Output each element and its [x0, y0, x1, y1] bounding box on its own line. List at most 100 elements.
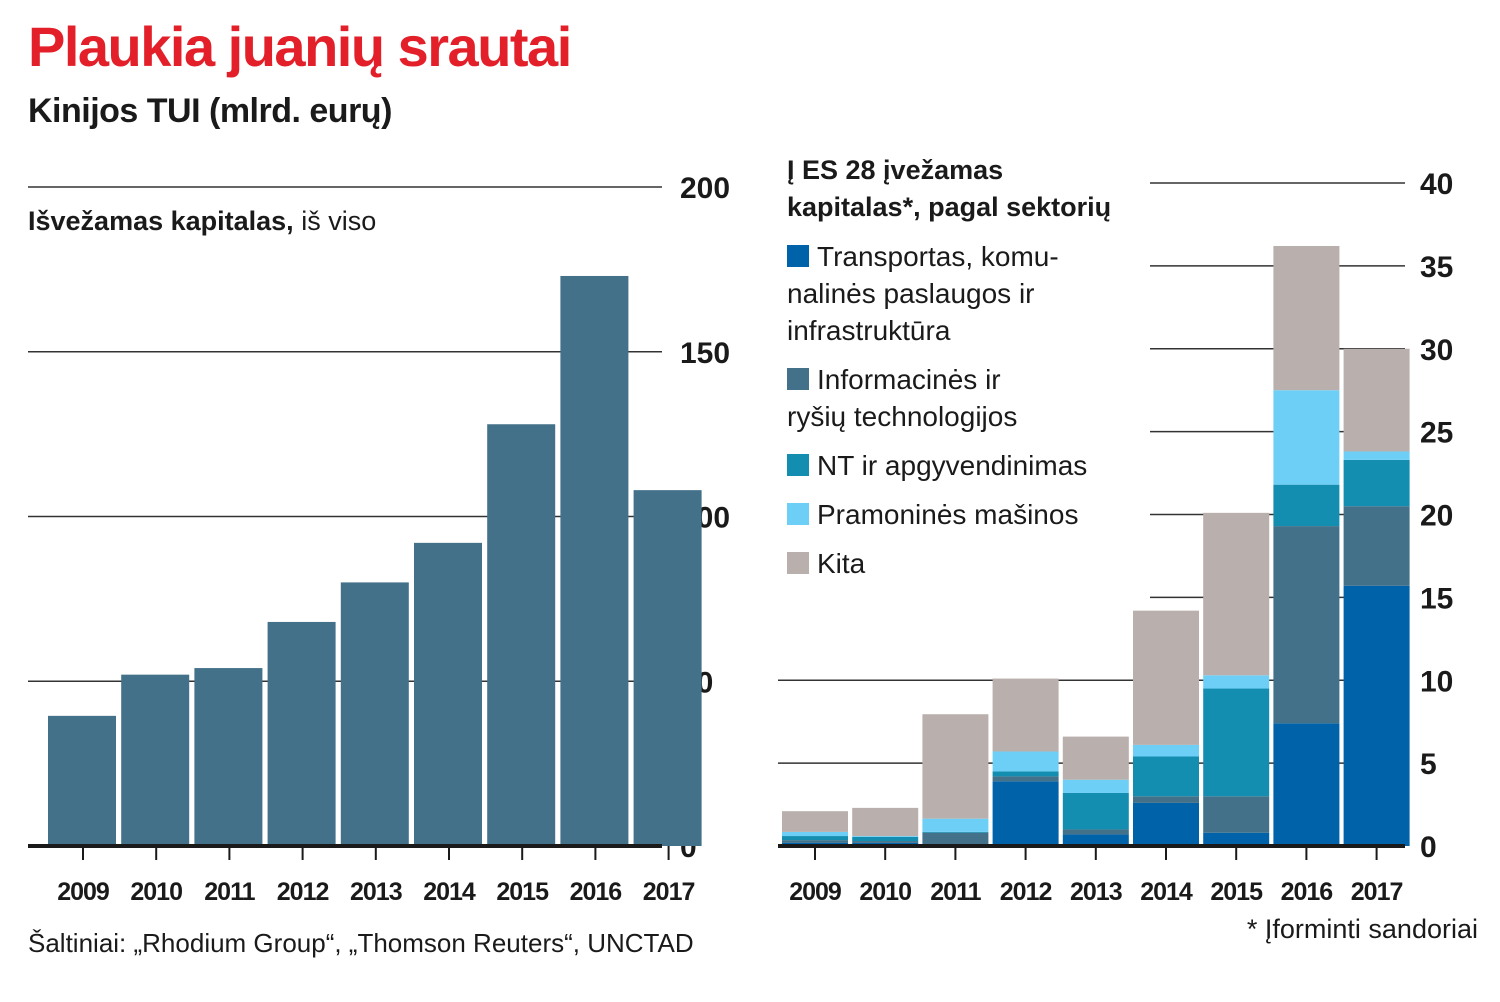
x-tick-label: 2010 [130, 878, 182, 906]
bar-segment [992, 776, 1059, 782]
y-tick-label: 10 [1420, 665, 1453, 698]
bar-segment [922, 831, 989, 833]
x-tick-label: 2009 [57, 878, 109, 906]
x-tick-label: 2016 [570, 878, 622, 906]
legend-label: Transportas, komu- [817, 241, 1059, 272]
bar-segment [782, 811, 848, 832]
x-tick-label: 2017 [1351, 878, 1403, 906]
y-tick-label: 0 [1420, 831, 1437, 864]
bar-segment [1062, 779, 1129, 793]
bar-segment [852, 836, 919, 842]
bar-segment [1133, 744, 1199, 757]
legend-item-line: Informacinės ir [787, 361, 1147, 398]
y-tick-label: 200 [680, 172, 730, 205]
right-chart-title-line: Į ES 28 įvežamas [787, 155, 1004, 185]
bar-segment [852, 841, 919, 843]
legend-label: Pramoninės mašinos [817, 499, 1079, 530]
footnote: * Įforminti sandoriai [1246, 914, 1478, 944]
left-chart-title-rest: iš viso [293, 206, 377, 236]
bar-segment [1273, 723, 1340, 846]
bar [194, 668, 263, 846]
right-chart-legend: Į ES 28 įvežamas kapitalas*, pagal sekto… [787, 152, 1147, 582]
legend-swatch [787, 503, 809, 525]
left-chart-title-bold: Išvežamas kapitalas, [28, 206, 294, 236]
x-tick-label: 2010 [859, 878, 911, 906]
source-note: Šaltiniai: „Rhodium Group“, „Thomson Reu… [28, 928, 694, 958]
bar-segment [1343, 451, 1410, 460]
x-tick-label: 2015 [496, 878, 549, 906]
legend-label: ryšių technologijos [787, 401, 1018, 432]
bar-segment [782, 840, 848, 843]
x-tick-label: 2016 [1281, 878, 1333, 906]
y-tick-label: 40 [1420, 168, 1453, 201]
bar-segment [922, 818, 989, 832]
x-tick-label: 2017 [643, 878, 695, 906]
bar [340, 582, 409, 846]
bar-segment [1203, 832, 1270, 846]
legend-item-line: Transportas, komu- [787, 238, 1147, 275]
y-tick-label: 30 [1420, 334, 1453, 367]
legend-label: NT ir apgyvendinimas [817, 450, 1088, 481]
x-tick-label: 2015 [1210, 878, 1263, 906]
bar [633, 490, 702, 846]
bar-segment [992, 771, 1059, 777]
x-tick-label: 2012 [277, 878, 329, 906]
y-tick-label: 15 [1420, 582, 1453, 615]
legend-item-line: Pramoninės mašinos [787, 496, 1147, 533]
y-tick-label: 150 [680, 337, 730, 370]
legend-item-line: ryšių technologijos [787, 398, 1147, 435]
bar-segment [1203, 796, 1270, 833]
legend-label: Informacinės ir [817, 364, 1001, 395]
bar-segment [1273, 390, 1340, 485]
legend-label: infrastruktūra [787, 315, 951, 346]
x-tick-label: 2009 [789, 878, 841, 906]
y-tick-label: 25 [1420, 417, 1453, 450]
legend-item-line: nalinės paslaugos ir [787, 275, 1147, 312]
chart-subtitle: Kinijos TUI (mlrd. eurų) [28, 92, 392, 130]
bar-segment [1062, 834, 1129, 846]
legend-item: NT ir apgyvendinimas [787, 447, 1147, 484]
legend-item-line: NT ir apgyvendinimas [787, 447, 1147, 484]
chart-title: Plaukia juanių srautai [28, 15, 572, 78]
bar-segment [1133, 756, 1199, 797]
x-tick-label: 2013 [1070, 878, 1122, 906]
bar-segment [1343, 459, 1410, 507]
bar-segment [1343, 585, 1410, 846]
bar-segment [1273, 526, 1340, 724]
right-chart-title: Į ES 28 įvežamas kapitalas*, pagal sekto… [787, 152, 1147, 226]
left-chart-title: Išvežamas kapitalas, iš viso [28, 206, 376, 237]
bar-segment [992, 781, 1059, 846]
bar [414, 542, 482, 846]
bar [487, 424, 556, 846]
legend-swatch [787, 454, 809, 476]
y-tick-label: 35 [1420, 251, 1453, 284]
bar-segment [1062, 829, 1129, 835]
bar [48, 715, 116, 846]
bar [121, 674, 190, 846]
x-tick-label: 2012 [1000, 878, 1052, 906]
x-tick-label: 2011 [930, 878, 981, 906]
bar-segment [1062, 792, 1129, 830]
bar-segment [1062, 736, 1129, 780]
y-tick-label: 5 [1420, 748, 1437, 781]
bar-segment [1203, 688, 1270, 797]
legend-swatch [787, 368, 809, 390]
x-tick-label: 2014 [1140, 878, 1193, 906]
bar-segment [992, 751, 1059, 772]
bar-segment [1203, 512, 1270, 676]
x-tick-label: 2014 [423, 878, 476, 906]
legend-swatch [787, 552, 809, 574]
bar-segment [852, 836, 919, 837]
y-tick-label: 20 [1420, 500, 1453, 533]
bar-segment [782, 836, 848, 841]
legend-item: Informacinės ir ryšių technologijos [787, 361, 1147, 435]
legend-label: Kita [817, 548, 866, 579]
legend-item: Kita [787, 545, 1147, 582]
bar-segment [922, 832, 989, 845]
bar-segment [1203, 675, 1270, 689]
bar-segment [992, 678, 1059, 752]
legend-item-line: Kita [787, 545, 1147, 582]
bar-segment [1273, 484, 1340, 527]
bar-segment [922, 714, 989, 819]
legend-item: Pramoninės mašinos [787, 496, 1147, 533]
